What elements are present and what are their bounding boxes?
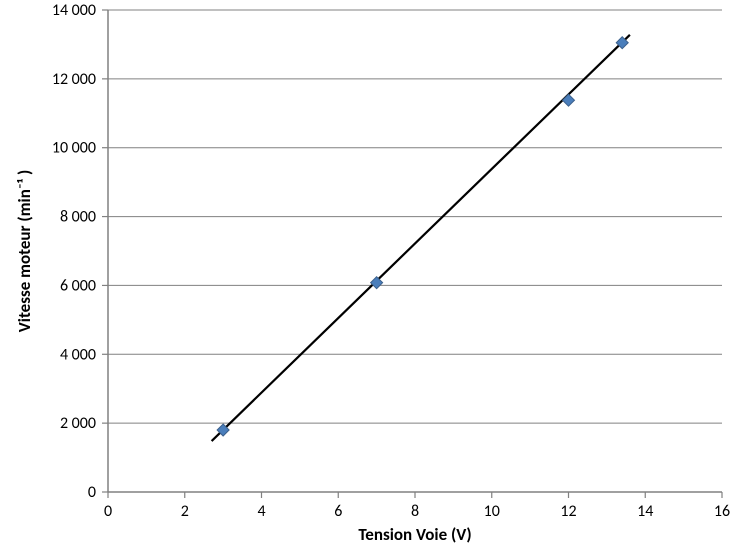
y-tick-label: 10 000 — [52, 139, 96, 158]
x-tick-label: 0 — [104, 502, 112, 521]
y-tick-label: 4 000 — [60, 345, 96, 364]
chart-svg: 0 2 4 6 8 10 12 14 16 0 2 000 4 000 6 000 8 000 10 000… — [0, 0, 740, 557]
y-axis-label: Vitesse moteur (min⁻¹ ) — [14, 170, 35, 333]
x-tick-label: 10 — [484, 502, 500, 521]
x-tick-label: 8 — [411, 502, 419, 521]
y-tick-label: 14 000 — [52, 1, 96, 20]
y-tick-label: 0 — [88, 483, 96, 502]
y-tick-label: 12 000 — [52, 70, 96, 89]
y-tick-label: 2 000 — [60, 414, 96, 433]
plot-area — [108, 10, 722, 492]
x-tick-label: 4 — [257, 502, 265, 521]
y-tick-label: 6 000 — [60, 276, 96, 295]
x-tick-label: 6 — [334, 502, 342, 521]
x-tick-label: 14 — [637, 502, 653, 521]
x-tick-label: 2 — [181, 502, 189, 521]
x-tick-label: 16 — [714, 502, 730, 521]
x-axis-label: Tension Voie (V) — [358, 524, 471, 545]
x-tick-label: 12 — [560, 502, 576, 521]
chart-container: 0 2 4 6 8 10 12 14 16 0 2 000 4 000 6 000 8 000 10 000… — [0, 0, 740, 557]
y-tick-label: 8 000 — [60, 208, 96, 227]
